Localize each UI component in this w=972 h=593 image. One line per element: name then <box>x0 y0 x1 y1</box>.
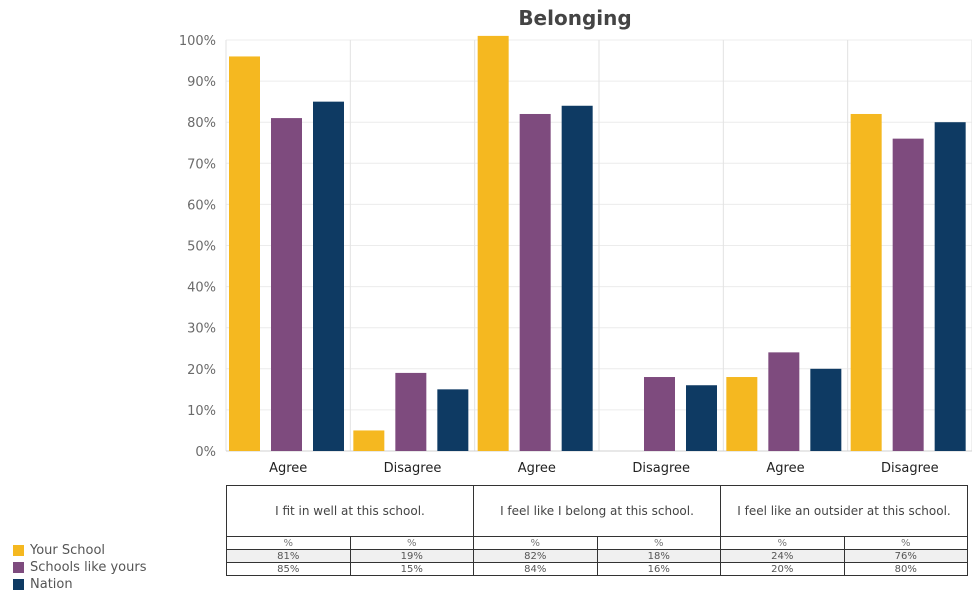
table-cell: 84% <box>473 562 598 576</box>
bar-nation <box>810 368 842 451</box>
bar-nation <box>934 122 966 451</box>
y-tick-label: 90% <box>187 75 216 90</box>
table-cell: 15% <box>349 562 474 576</box>
table-cell: 18% <box>596 549 721 563</box>
y-tick-label: 100% <box>179 34 216 49</box>
legend-swatch <box>13 545 24 556</box>
x-tick-label: Disagree <box>632 461 690 476</box>
bar-your-school <box>353 430 385 451</box>
table-cell: 76% <box>843 549 968 563</box>
x-tick-label: Agree <box>269 461 307 476</box>
table-cell: 24% <box>720 549 845 563</box>
bar-nation <box>313 101 344 452</box>
header-cell: % <box>720 536 845 550</box>
legend: Your School Schools like yours Nation <box>13 542 147 593</box>
bar-nation <box>686 385 717 451</box>
table-cell: 81% <box>226 549 351 563</box>
question-cell: I feel like an outsider at this school. <box>720 485 968 537</box>
header-cell: % <box>596 536 721 550</box>
y-tick-label: 50% <box>187 240 216 255</box>
header-cell: % <box>473 536 598 550</box>
table-cell: 80% <box>843 562 968 576</box>
legend-item-schools-like-yours: Schools like yours <box>13 559 147 576</box>
bars <box>229 35 966 452</box>
grid-lines <box>225 39 972 452</box>
legend-swatch <box>13 562 24 573</box>
bar-schools-like-yours <box>892 138 924 451</box>
question-cell: I fit in well at this school. <box>226 485 474 537</box>
question-cell: I feel like I belong at this school. <box>473 485 721 537</box>
data-table: I fit in well at this school. I feel lik… <box>226 485 968 576</box>
legend-label: Nation <box>30 577 73 592</box>
x-tick-label: Agree <box>518 461 556 476</box>
y-tick-label: 70% <box>187 157 216 172</box>
x-tick-label: Disagree <box>881 461 939 476</box>
table-cell: 85% <box>226 562 351 576</box>
bar-schools-like-yours <box>271 118 302 451</box>
table-cell: 82% <box>473 549 598 563</box>
bar-your-school <box>726 377 758 451</box>
table-cell: 16% <box>596 562 721 576</box>
y-axis: 100% 90% 80% 70% 60% 50% 40% 30% 20% 10% 0% <box>179 34 216 460</box>
legend-item-nation: Nation <box>13 576 147 593</box>
y-tick-label: 20% <box>187 363 216 378</box>
header-cell: % <box>843 536 968 550</box>
bar-schools-like-yours <box>519 113 551 451</box>
bar-schools-like-yours <box>395 372 427 451</box>
legend-label: Your School <box>30 543 106 558</box>
y-tick-label: 60% <box>187 198 216 213</box>
bar-your-school <box>229 56 260 451</box>
bar-schools-like-yours <box>768 352 800 451</box>
y-tick-label: 30% <box>187 322 216 337</box>
legend-item-your-school: Your School <box>13 542 147 559</box>
header-cell: % <box>349 536 474 550</box>
table-cell: 19% <box>349 549 474 563</box>
y-tick-label: 40% <box>187 281 216 296</box>
y-tick-label: 0% <box>195 445 216 460</box>
header-cell: % <box>226 536 351 550</box>
x-tick-label: Disagree <box>384 461 442 476</box>
bar-nation <box>437 389 469 451</box>
bar-schools-like-yours <box>644 377 675 451</box>
y-tick-label: 80% <box>187 116 216 131</box>
x-axis: Agree Disagree Agree Disagree Agree Disagree <box>269 461 939 476</box>
bar-your-school <box>850 113 882 451</box>
chart-title: Belonging <box>518 6 632 30</box>
y-tick-label: 10% <box>187 404 216 419</box>
legend-swatch <box>13 579 24 590</box>
bar-your-school <box>477 35 509 451</box>
bar-nation <box>561 105 593 451</box>
x-tick-label: Agree <box>766 461 804 476</box>
chart-plot-area: 100% 90% 80% 70% 60% 50% 40% 30% 20% 10% 0% Agree D… <box>179 34 972 476</box>
table-cell: 20% <box>720 562 845 576</box>
legend-label: Schools like yours <box>30 560 147 575</box>
